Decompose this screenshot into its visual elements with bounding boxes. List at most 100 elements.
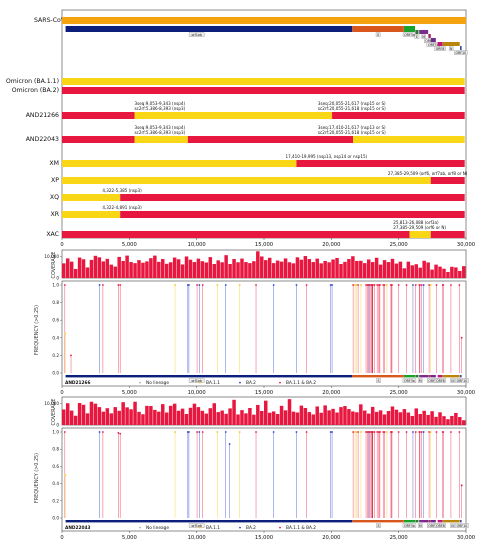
- freq2-legend-label-1: BA.1.1: [206, 525, 220, 531]
- track-gene-n: [442, 375, 460, 378]
- gene-s: [352, 26, 404, 32]
- frequency-point: [386, 284, 388, 286]
- coverage-bar: [430, 269, 434, 278]
- track-gene-orf8: [437, 520, 443, 523]
- reference-label: SARS-CoV-2: [34, 17, 71, 24]
- coverage-bar: [299, 405, 304, 425]
- freq2-track-label-orf7a: ORF7a: [428, 524, 439, 528]
- coverage-ytick-label-10000: 10,000: [44, 401, 59, 406]
- gene-label-box-orf10: [454, 50, 468, 55]
- frequency-point: [458, 431, 461, 433]
- gene-n: [442, 42, 460, 46]
- coverage-bar: [442, 416, 446, 425]
- freq1-ytick-label-5: 0.0: [52, 371, 59, 376]
- xaxis-2-tick-label-3: 15,000: [255, 535, 273, 541]
- track-gene-orf10: [460, 375, 462, 378]
- coverage-bar: [93, 255, 98, 278]
- segment-xac-0: [62, 231, 410, 238]
- frequency-points-and22043: 1.0 0.8 0.6 0.4 0.2 0.0 orf1ab S ORF3a M ORF7aORF8…: [52, 430, 469, 531]
- frequency-point: [382, 431, 385, 433]
- track-gene-e: [415, 520, 419, 523]
- xaxis-top-tick-label-5: 25,000: [390, 242, 408, 248]
- segment-and22043-3: [353, 136, 465, 143]
- gene-orf8: [437, 42, 443, 46]
- xaxis-1-tick-label-2: 10,000: [188, 390, 206, 396]
- frequency-point: [460, 336, 463, 339]
- freq1-ytick-label-1: 0.8: [52, 300, 59, 305]
- frequency-frame-and21266: [61, 280, 467, 387]
- track-gene-n: [442, 520, 460, 523]
- frequency-point: [188, 431, 190, 433]
- xaxis-2-tick-label-5: 25,000: [390, 535, 408, 541]
- coverage-bar: [220, 262, 224, 278]
- frequency-point: [63, 431, 66, 433]
- frequency-point: [98, 284, 101, 286]
- coverage-bar: [394, 263, 399, 278]
- segment-xac-1: [409, 231, 431, 238]
- gene-label-box-e: [414, 34, 420, 39]
- coverage-bar: [125, 407, 129, 425]
- frequency-point: [119, 284, 122, 286]
- coverage-bar: [62, 409, 66, 425]
- coverage-bar: [450, 266, 454, 278]
- coverage-bar: [426, 414, 430, 425]
- gene-orf6: [428, 34, 431, 38]
- coverage-bar: [434, 264, 438, 278]
- gene-label-orf10: ORF10: [456, 51, 467, 55]
- coverage-bar: [180, 264, 185, 278]
- coverage-bar: [402, 268, 407, 278]
- freq1-ytick-label-0: 1.0: [52, 283, 59, 288]
- coverage-bar: [267, 257, 272, 278]
- coverage-bar: [271, 411, 276, 425]
- frequency-point: [64, 332, 67, 335]
- coverage-bar: [462, 420, 466, 425]
- freq1-legend-marker-1: [199, 381, 201, 384]
- coverage-bar: [343, 406, 347, 425]
- coverage-axis-label-2: COVERAGE: [51, 399, 57, 426]
- coverage-bar: [442, 268, 446, 278]
- coverage-bar: [240, 258, 244, 278]
- freq2-legend-marker-0: [139, 526, 141, 529]
- coverage-bar: [363, 410, 367, 425]
- segment-and22043-0: [62, 136, 135, 143]
- frequency-point: [174, 284, 176, 286]
- coverage-bar: [224, 255, 228, 278]
- note-xac-1: 27,385-29,509 (orf6 or N): [393, 225, 446, 230]
- frequency-point: [428, 284, 430, 286]
- coverage-bar: [315, 258, 319, 278]
- frequency-point: [174, 431, 176, 433]
- segment-xq-1: [120, 194, 465, 201]
- coverage-bar: [105, 258, 110, 278]
- coverage-bar: [311, 414, 316, 425]
- coverage-bar: [113, 407, 117, 425]
- coverage-bar: [164, 263, 169, 278]
- coverage-bar: [176, 259, 181, 278]
- freq1-track-label-orf10: ORF10: [457, 379, 468, 383]
- coverage-bar: [347, 259, 351, 278]
- frequency-point: [420, 431, 423, 433]
- xaxis-1-tick-label-4: 20,000: [322, 390, 340, 396]
- segment-omicron-ba-1-1-0: [62, 78, 465, 85]
- row-label-xac: XAC: [46, 231, 59, 238]
- frequency-point: [386, 431, 388, 433]
- coverage-bar: [291, 263, 296, 278]
- coverage-bar: [414, 264, 418, 278]
- coverage-bar: [434, 416, 438, 425]
- freq1-sample-label: AND21266: [65, 380, 90, 386]
- coverage-bar: [374, 257, 379, 278]
- track-gene-orf3a: [403, 375, 416, 378]
- frequency-point: [196, 284, 198, 286]
- frequency-point: [366, 431, 369, 433]
- track-gene-orf3a: [403, 520, 416, 523]
- gene-label-box-m: [421, 34, 426, 39]
- coverage-bar: [359, 260, 363, 278]
- freq1-track-label-box-s: [376, 378, 381, 383]
- coverage-bar: [69, 261, 74, 278]
- coverage-bar: [279, 405, 284, 425]
- freq1-track-label-m: M: [419, 379, 422, 383]
- frequency-point: [376, 431, 379, 433]
- coverage-bar: [331, 408, 335, 425]
- segment-and22043-1: [134, 136, 188, 143]
- track-gene-orf10: [460, 520, 462, 523]
- frequency-point: [70, 354, 72, 357]
